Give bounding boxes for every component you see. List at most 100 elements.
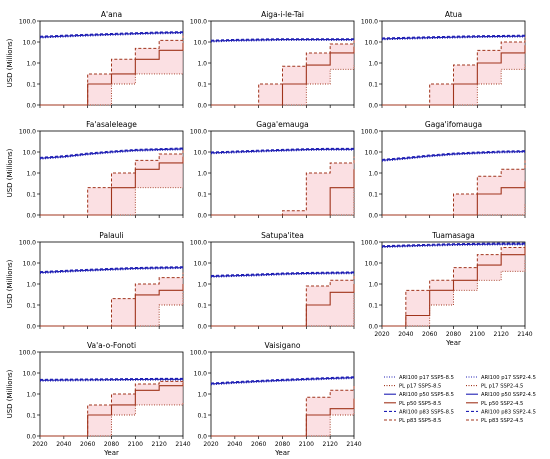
x-axis-label-tuamasaga: Year (445, 339, 461, 347)
pl-p83-line-atua (382, 36, 526, 106)
y-tick-label-atua: 10.0 (365, 40, 379, 47)
y-tick-label-va-a-o-fonoti: 100.0 (19, 350, 36, 357)
pl-p17-line-tuamasaga (382, 259, 526, 327)
y-tick-label-a-ana: 0.0 (26, 103, 36, 110)
legend-label: PL p17 SSP2-4.5 (481, 384, 523, 390)
ari100-p50-line-tuamasaga (381, 243, 525, 248)
ari100-p50-line-atua (381, 35, 526, 40)
y-axis-label-palauli: USD (Millions) (6, 259, 14, 308)
ari100-p50-line-satupa-itea (210, 272, 355, 277)
pl-p50-line-fa-asaleleage (40, 156, 184, 216)
ari100-p50-line-gaga-emauga (210, 148, 354, 154)
pl-p50-line-atua (382, 45, 526, 106)
y-axis-label-a-ana: USD (Millions) (6, 38, 14, 87)
pl-p83-line-tuamasaga (382, 244, 526, 327)
pl-p50-line-tuamasaga (382, 246, 526, 327)
y-tick-label-vaisigano: 10.0 (194, 371, 208, 378)
y-tick-label-fa-asaleleage: 0.0 (26, 213, 36, 220)
panel-title-fa-asaleleage: Fa'asaleleage (86, 120, 137, 129)
y-tick-label-gaga-emauga: 1.0 (197, 171, 207, 178)
pl-p50-line-palauli (40, 284, 184, 327)
legend-label: ARI100 p50 SSP5-8.5 (399, 392, 454, 398)
y-tick-label-gaga-emauga: 100.0 (190, 129, 207, 136)
legend-label: ARI100 p17 SSP5-8.5 (399, 375, 454, 381)
ari100-p50-line-palauli (39, 267, 184, 274)
panel-title-tuamasaga: Tuamasaga (431, 231, 475, 240)
y-tick-label-gaga-ifomauga: 0.1 (368, 192, 378, 199)
y-tick-label-tuamasaga: 0.1 (368, 303, 378, 310)
y-tick-label-tuamasaga: 1.0 (368, 282, 378, 289)
x-tick-label-va-a-o-fonoti: 2080 (104, 441, 119, 448)
x-tick-label-va-a-o-fonoti: 2060 (80, 441, 95, 448)
ari100-p83-line-palauli (39, 266, 184, 273)
x-tick-label-tuamasaga: 2120 (494, 331, 509, 338)
pl-band-vaisigano (211, 385, 354, 436)
legend-label: ARI100 p50 SSP2-4.5 (481, 392, 536, 398)
y-tick-label-gaga-ifomauga: 0.0 (368, 213, 378, 220)
ari100-p83-line-a-ana (39, 31, 184, 37)
y-tick-label-palauli: 10.0 (23, 261, 37, 268)
legend-label: PL p83 SSP2-4.5 (481, 418, 523, 424)
panel-title-va-a-o-fonoti: Va'a-o-Fonoti (87, 341, 136, 350)
pl-p50-line-gaga-ifomauga (382, 181, 526, 216)
y-tick-label-va-a-o-fonoti: 10.0 (23, 371, 37, 378)
pl-p83-line-fa-asaleleage (40, 150, 184, 216)
y-tick-label-fa-asaleleage: 10.0 (23, 150, 37, 157)
x-tick-label-va-a-o-fonoti: 2020 (32, 441, 47, 448)
x-tick-label-va-a-o-fonoti: 2100 (128, 441, 143, 448)
x-tick-label-vaisigano: 2040 (227, 441, 242, 448)
y-tick-label-palauli: 0.1 (26, 303, 36, 310)
x-tick-label-tuamasaga: 2060 (422, 331, 437, 338)
x-tick-label-tuamasaga: 2040 (398, 331, 413, 338)
y-tick-label-satupa-itea: 0.1 (197, 303, 207, 310)
pl-p83-line-a-ana (40, 35, 184, 106)
x-axis-label-va-a-o-fonoti: Year (103, 449, 119, 457)
y-tick-label-vaisigano: 0.0 (197, 434, 207, 441)
y-tick-label-va-a-o-fonoti: 0.0 (26, 434, 36, 441)
x-tick-label-va-a-o-fonoti: 2140 (175, 441, 190, 448)
legend-label: PL p17 SSP5-8.5 (399, 384, 441, 390)
pl-p50-line-satupa-itea (211, 284, 355, 327)
y-tick-label-aiga-i-le-tai: 0.1 (197, 82, 207, 89)
y-tick-label-tuamasaga: 0.0 (368, 324, 378, 331)
y-tick-label-vaisigano: 0.1 (197, 413, 207, 420)
y-tick-label-gaga-ifomauga: 100.0 (361, 129, 378, 136)
y-tick-label-fa-asaleleage: 1.0 (26, 171, 36, 178)
ari100-p50-line-fa-asaleleage (39, 148, 184, 159)
pl-p50-line-gaga-emauga (211, 169, 355, 216)
ari100-p50-line-gaga-ifomauga (381, 151, 526, 161)
x-axis-label-vaisigano: Year (274, 449, 290, 457)
y-tick-label-gaga-emauga: 0.0 (197, 213, 207, 220)
y-tick-label-aiga-i-le-tai: 100.0 (190, 19, 207, 26)
ari100-p83-line-fa-asaleleage (39, 147, 184, 159)
y-tick-label-satupa-itea: 10.0 (194, 261, 208, 268)
ari100-p83-line-va-a-o-fonoti (39, 377, 183, 380)
x-tick-label-va-a-o-fonoti: 2120 (152, 441, 167, 448)
ari100-p83-line-vaisigano (210, 376, 355, 384)
panel-title-gaga-ifomauga: Gaga'ifomauga (425, 120, 482, 129)
y-tick-label-a-ana: 100.0 (19, 19, 36, 26)
pl-p50-line-va-a-o-fonoti (40, 382, 184, 437)
panel-title-aiga-i-le-tai: Aiga-i-le-Tai (261, 10, 304, 19)
y-tick-label-aiga-i-le-tai: 1.0 (197, 61, 207, 68)
legend-label: PL p83 SSP5-8.5 (399, 418, 441, 424)
panel-title-satupa-itea: Satupa'itea (261, 231, 304, 240)
y-tick-label-a-ana: 0.1 (26, 82, 36, 89)
ari100-p83-line-satupa-itea (210, 271, 355, 277)
pl-band-aiga-i-le-tai (211, 38, 354, 105)
x-tick-label-tuamasaga: 2100 (470, 331, 485, 338)
ari100-p50-line-vaisigano (210, 377, 355, 385)
legend-label: PL p50 SSP2-4.5 (481, 401, 523, 407)
y-tick-label-tuamasaga: 10.0 (365, 261, 379, 268)
pl-band-fa-asaleleage (40, 150, 183, 215)
panel-title-a-ana: A'ana (101, 10, 122, 19)
x-tick-label-vaisigano: 2120 (323, 441, 338, 448)
ari100-p83-line-aiga-i-le-tai (210, 38, 354, 41)
legend-label: ARI100 p17 SSP2-4.5 (481, 375, 536, 381)
panel-title-gaga-emauga: Gaga'emauga (256, 120, 308, 129)
ari100-p83-line-tuamasaga (381, 242, 525, 247)
pl-p50-line-a-ana (40, 42, 184, 106)
x-tick-label-tuamasaga: 2020 (374, 331, 389, 338)
y-tick-label-va-a-o-fonoti: 1.0 (26, 392, 36, 399)
